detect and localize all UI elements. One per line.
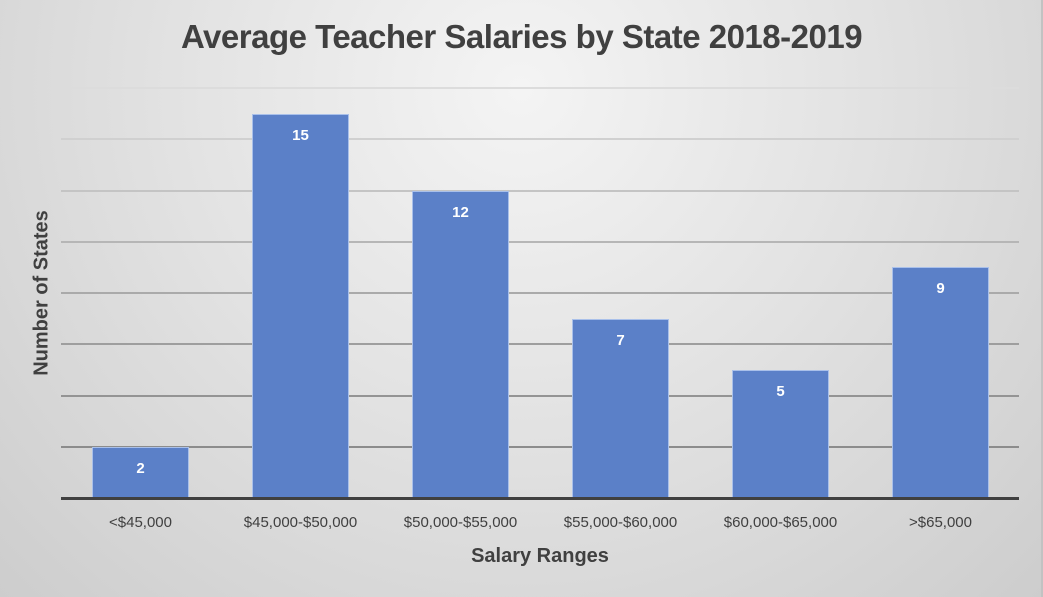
data-label: 9	[936, 280, 945, 298]
data-label: 7	[616, 331, 625, 349]
x-axis-title: Salary Ranges	[471, 545, 609, 567]
gridline	[61, 445, 1019, 448]
category-label: <$45,000	[109, 514, 172, 531]
gridline	[61, 343, 1019, 346]
category-label: $60,000-$65,000	[723, 514, 838, 531]
bar[interactable]: 12	[412, 190, 509, 498]
category-label: >$65,000	[909, 514, 972, 531]
gridline	[61, 138, 1019, 141]
data-label: 15	[292, 126, 309, 144]
category-label: $55,000-$60,000	[563, 514, 678, 531]
bar[interactable]: 7	[572, 318, 669, 498]
bar[interactable]: 15	[252, 113, 349, 498]
gridline	[61, 292, 1019, 294]
gridline	[61, 189, 1019, 192]
bar[interactable]: 9	[892, 267, 989, 498]
chart-title: Average Teacher Salaries by State 2018-2…	[180, 18, 863, 55]
y-axis-title: Number of States	[30, 210, 53, 376]
x-axis-line	[61, 497, 1019, 500]
data-label: 12	[452, 203, 469, 221]
bar[interactable]: 5	[732, 369, 829, 498]
gridline	[61, 240, 1019, 243]
data-label: 2	[136, 459, 145, 477]
gridline	[61, 87, 1019, 89]
category-label: $45,000-$50,000	[243, 514, 358, 531]
data-label: 5	[776, 382, 785, 400]
gridline	[61, 394, 1019, 397]
bar[interactable]: 2	[92, 446, 189, 498]
plot-area: 2 15 12 7 5 9	[61, 87, 1019, 500]
category-label: $50,000-$55,000	[403, 514, 518, 531]
